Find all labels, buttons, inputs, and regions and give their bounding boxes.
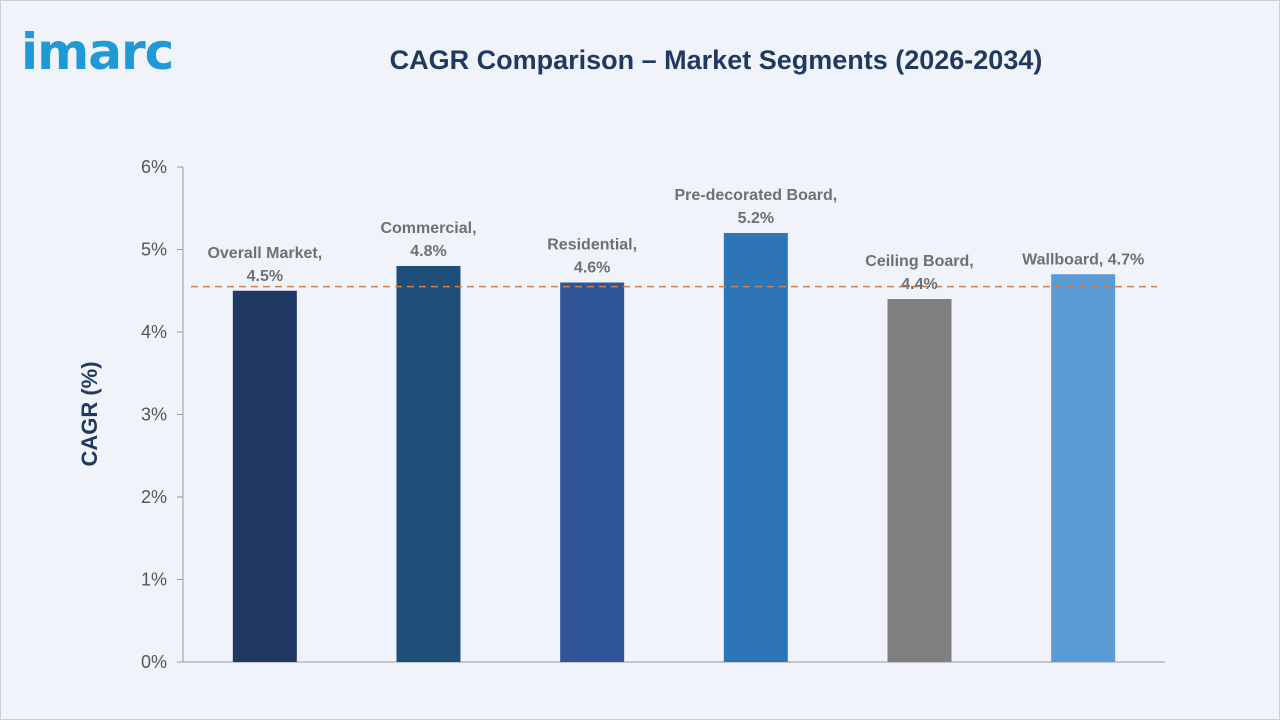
y-tick-label: 3% — [141, 405, 167, 425]
data-label: 5.2% — [738, 210, 774, 227]
y-tick-label: 0% — [141, 652, 167, 672]
y-tick-label: 2% — [141, 487, 167, 507]
y-tick-label: 6% — [141, 157, 167, 177]
y-axis-ticks: 0% 1% 2% 3% 4% 5% 6% — [141, 157, 183, 672]
data-label: Pre-decorated Board, — [674, 187, 837, 204]
bars-group — [232, 233, 1116, 662]
bar-ceiling-board — [887, 299, 952, 662]
y-tick-label: 4% — [141, 322, 167, 342]
data-label: Ceiling Board, — [865, 253, 973, 270]
data-label: Overall Market, — [207, 245, 322, 262]
bar-pre-decorated-board — [723, 233, 788, 662]
data-label: 4.4% — [901, 276, 937, 293]
bar-residential — [560, 282, 625, 662]
data-label: 4.8% — [410, 243, 446, 260]
imarc-logo: imarc — [21, 23, 174, 81]
bar-commercial — [396, 266, 461, 662]
data-labels-group: Overall Market, 4.5% Commercial, 4.8% Reside… — [207, 187, 1144, 293]
data-label: Commercial, — [380, 220, 476, 237]
data-label: 4.5% — [247, 268, 283, 285]
data-label: Residential, — [547, 237, 637, 254]
data-label: Wallboard, 4.7% — [1022, 251, 1144, 268]
y-tick-label: 1% — [141, 570, 167, 590]
chart-title: CAGR Comparison – Market Segments (2026-… — [389, 45, 1043, 75]
bar-wallboard — [1051, 274, 1116, 662]
data-label: 4.6% — [574, 260, 610, 277]
y-tick-label: 5% — [141, 240, 167, 260]
bar-overall-market — [232, 290, 297, 662]
y-axis-label: CAGR (%) — [77, 361, 102, 466]
